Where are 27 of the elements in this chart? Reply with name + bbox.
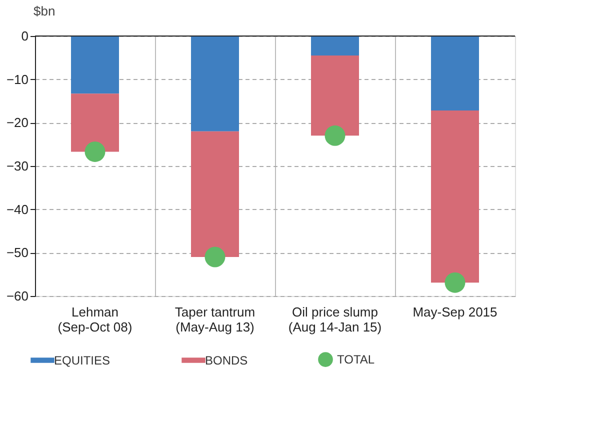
point bbox=[444, 272, 466, 293]
y-tick-label: −50 bbox=[6, 245, 28, 260]
y-tick-label: −40 bbox=[6, 202, 28, 217]
y-tick-label: −20 bbox=[6, 115, 28, 130]
y-axis-title: $bn bbox=[34, 4, 56, 18]
x-tick-label: Oil price slump (Aug 14-Jan 15) bbox=[288, 304, 382, 334]
bar bbox=[431, 36, 479, 111]
y-tick-label: −30 bbox=[6, 158, 28, 174]
x-tick-label: Lehman (Sep-Oct 08) bbox=[58, 304, 132, 334]
bar bbox=[71, 94, 119, 152]
y-tick-label: 0 bbox=[21, 28, 28, 44]
x-tick-label: Taper tantrum (May-Aug 13) bbox=[174, 304, 256, 334]
y-tick-label: −60 bbox=[6, 288, 28, 304]
y-tick-label: −10 bbox=[6, 72, 28, 87]
bar bbox=[311, 36, 359, 56]
bar bbox=[431, 110, 479, 283]
legend-label: TOTAL bbox=[337, 352, 375, 367]
bar bbox=[191, 131, 239, 257]
legend-label: BONDS bbox=[205, 353, 248, 368]
x-tick-label: May-Sep 2015 bbox=[412, 304, 498, 320]
bar bbox=[191, 36, 239, 132]
point bbox=[204, 246, 226, 268]
bar bbox=[71, 36, 119, 94]
point bbox=[324, 125, 346, 146]
point bbox=[84, 141, 106, 162]
bar bbox=[311, 56, 359, 136]
legend-label: EQUITIES bbox=[54, 353, 110, 368]
